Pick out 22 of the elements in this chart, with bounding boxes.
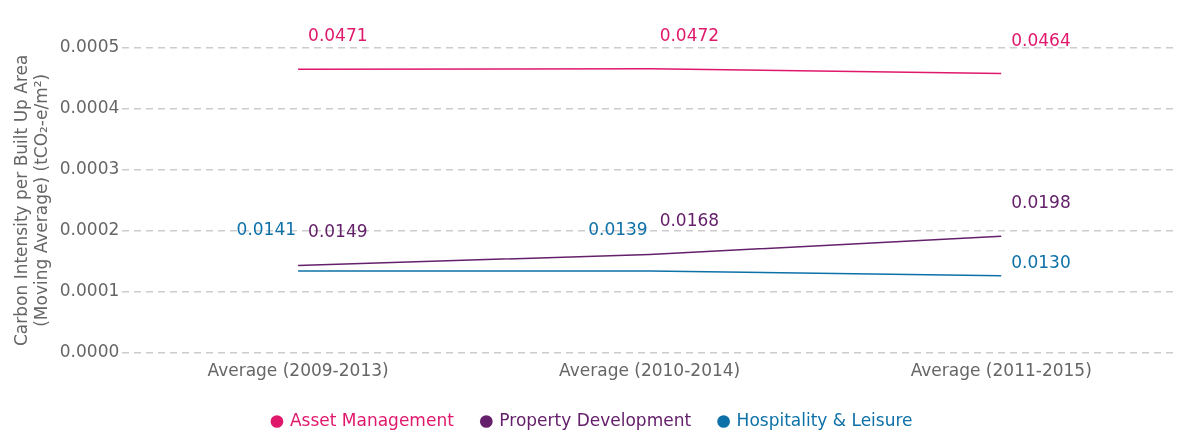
annotation: 0.0130	[1011, 251, 1071, 272]
annotation: 0.0168	[659, 210, 720, 231]
y-tick-label: 0.0002	[59, 219, 120, 240]
y-tick-label: 0.0000	[59, 341, 120, 362]
annotation: 0.0141	[236, 218, 297, 239]
legend-label: Property Development	[499, 409, 692, 430]
x-tick-label: Average (2010-2014)	[559, 360, 741, 381]
x-tick-label: Average (2009-2013)	[207, 360, 389, 381]
annotation: 0.0149	[308, 221, 368, 242]
y-tick-label: 0.0004	[59, 97, 120, 118]
annotation: 0.0471	[308, 25, 368, 46]
x-tick-label: Average (2011-2015)	[910, 360, 1092, 381]
annotation: 0.0139	[588, 218, 648, 239]
annotation: 0.0472	[659, 24, 720, 45]
y-tick-label: 0.0001	[59, 280, 120, 301]
y-axis-title: Carbon Intensity per Built Up Area (Moving Average) (tCO₂-e/m²)	[10, 54, 52, 346]
legend-label: Asset Management	[289, 409, 455, 430]
y-tick-label: 0.0005	[59, 36, 120, 57]
y-tick-label: 0.0003	[59, 158, 120, 179]
annotation: 0.0198	[1011, 192, 1071, 213]
annotation: 0.0464	[1011, 29, 1071, 50]
legend-label: Hospitality & Leisure	[736, 409, 913, 430]
